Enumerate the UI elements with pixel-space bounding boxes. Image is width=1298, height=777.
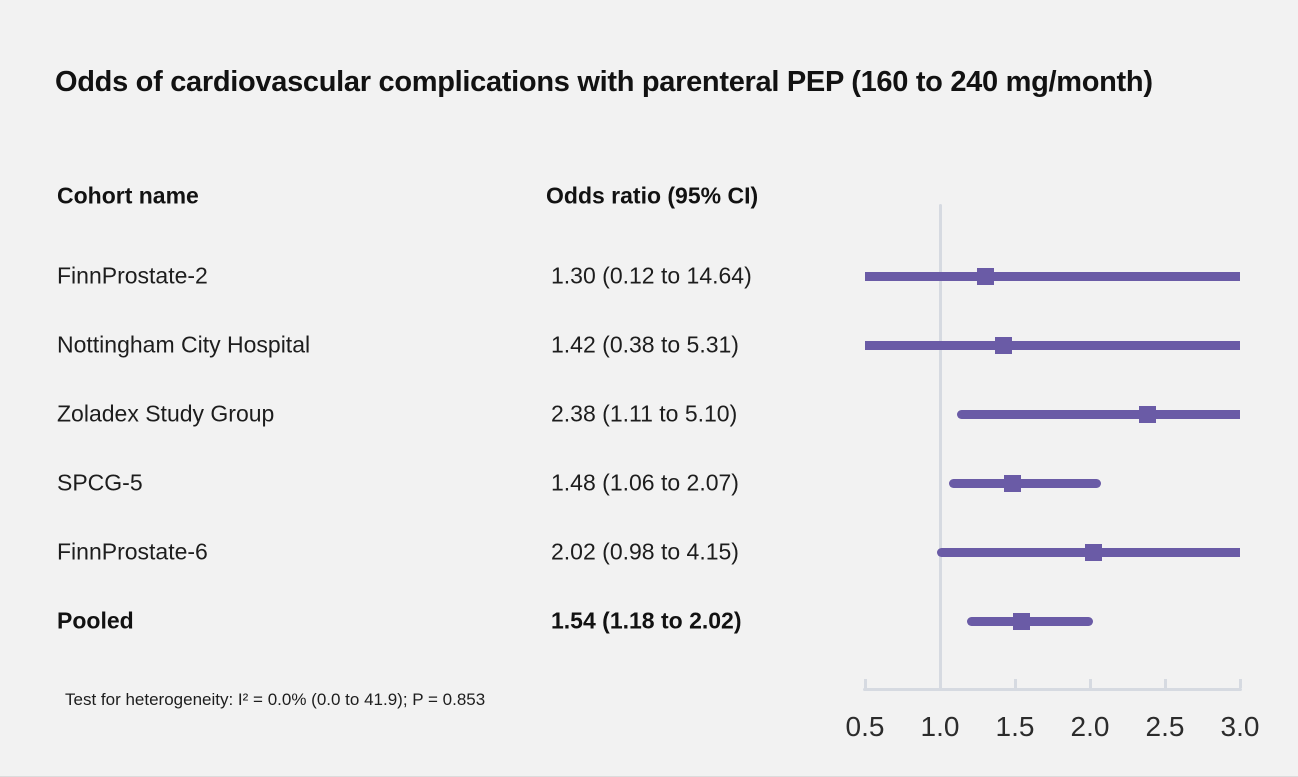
cohort-label: Nottingham City Hospital xyxy=(57,331,311,358)
reference-line xyxy=(938,204,942,688)
ci-line xyxy=(865,340,1240,350)
ci-line xyxy=(967,616,1093,626)
cohort-label: FinnProstate-2 xyxy=(57,262,208,289)
chart-title: Odds of cardiovascular complications wit… xyxy=(55,66,1153,98)
or-value: 2.38 (1.11 to 5.10) xyxy=(551,400,738,427)
axis-tick-label: 1.0 xyxy=(920,711,960,742)
axis-tick-label: 2.0 xyxy=(1070,711,1110,742)
or-value: 1.54 (1.18 to 2.02) xyxy=(551,607,742,634)
or-marker xyxy=(1138,405,1156,423)
or-value: 1.48 (1.06 to 2.07) xyxy=(551,469,739,496)
cohort-label: Zoladex Study Group xyxy=(57,400,275,427)
axis-tick-label: 2.5 xyxy=(1145,711,1185,742)
axis-tick xyxy=(1163,679,1167,688)
or-marker xyxy=(1012,612,1030,630)
cohort-label: FinnProstate-6 xyxy=(57,538,208,565)
cohort-label: Pooled xyxy=(57,607,134,634)
or-marker xyxy=(994,336,1012,354)
column-header-odds-ratio: Odds ratio (95% CI) xyxy=(546,182,759,209)
axis-tick xyxy=(1238,679,1242,688)
axis-tick-label: 3.0 xyxy=(1220,711,1260,742)
or-marker xyxy=(976,267,994,285)
or-value: 2.02 (0.98 to 4.15) xyxy=(551,538,739,565)
or-marker xyxy=(1003,474,1021,492)
cohort-label: SPCG-5 xyxy=(57,469,143,496)
axis-tick-label: 1.5 xyxy=(995,711,1035,742)
axis-tick xyxy=(938,679,942,688)
or-marker xyxy=(1084,543,1102,561)
axis-tick xyxy=(1013,679,1017,688)
ci-line xyxy=(949,478,1101,488)
ci-line xyxy=(956,409,1240,419)
axis-tick xyxy=(863,679,867,688)
or-value: 1.30 (0.12 to 14.64) xyxy=(551,262,752,289)
column-header-cohort: Cohort name xyxy=(57,182,199,209)
axis-tick xyxy=(1088,679,1092,688)
ci-line xyxy=(865,271,1240,281)
x-axis-line xyxy=(863,688,1242,691)
heterogeneity-footnote: Test for heterogeneity: I² = 0.0% (0.0 t… xyxy=(65,690,486,709)
or-value: 1.42 (0.38 to 5.31) xyxy=(551,331,739,358)
axis-tick-label: 0.5 xyxy=(845,711,885,742)
